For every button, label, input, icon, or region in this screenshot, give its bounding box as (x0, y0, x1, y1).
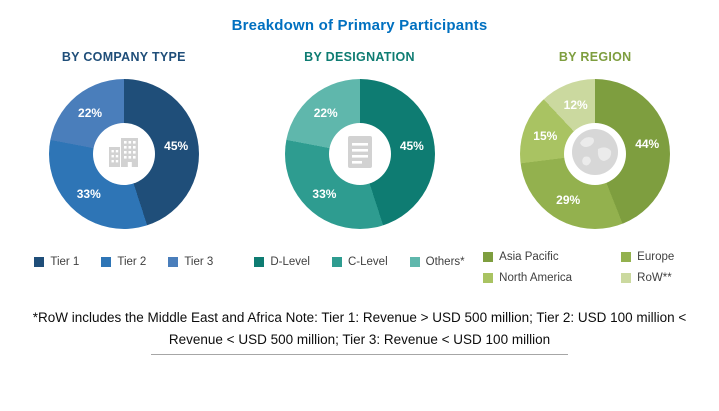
europe-label: Europe (637, 251, 675, 263)
slice-value-label: 45% (164, 138, 189, 153)
chart-title-company-type: BY COMPANY TYPE (61, 50, 186, 64)
legend-item-clevel: C-Level (332, 256, 388, 268)
slice-value-label: 22% (78, 106, 103, 121)
tier3-swatch (168, 257, 179, 267)
designation-donut: 45% 33% 22% (284, 79, 435, 229)
north-america-label: North America (499, 272, 573, 284)
charts-row: BY COMPANY TYPE (0, 50, 719, 284)
chart-designation: BY DESIGNATION 45% 33% 22% (242, 50, 478, 284)
legend-item-dlevel: D-Level (254, 256, 310, 268)
tier2-label: Tier 2 (117, 256, 147, 268)
legend-item-row: RoW** (621, 272, 707, 284)
company-type-donut: 45% 33% 22% (48, 79, 199, 229)
dlevel-label: D-Level (270, 256, 310, 268)
region-donut: 44% 29% 15% 12% (520, 79, 671, 229)
document-icon (343, 133, 377, 176)
others-label: Others* (425, 256, 465, 268)
tier1-label: Tier 1 (50, 256, 80, 268)
designation-legend: D-Level C-Level Others* (254, 256, 465, 268)
slice-value-label: 33% (76, 186, 101, 201)
page-title: Breakdown of Primary Participants (231, 17, 488, 34)
dlevel-swatch (254, 257, 265, 267)
legend-item-north-america: North America (483, 272, 611, 284)
slice-value-label: 33% (312, 186, 337, 201)
tier3-label: Tier 3 (184, 256, 214, 268)
donut-hole (564, 123, 627, 185)
legend-item-asia-pacific: Asia Pacific (483, 251, 611, 263)
row-label: RoW** (637, 272, 672, 284)
footnote-line-1: *RoW includes the Middle East and Africa… (32, 310, 687, 325)
globe-icon (570, 127, 620, 182)
others-swatch (409, 257, 420, 267)
slice-value-label: 22% (313, 106, 338, 121)
chart-company-type: BY COMPANY TYPE (6, 50, 242, 284)
slice-value-label: 45% (399, 138, 424, 153)
donut-hole (92, 123, 155, 185)
asia-pacific-swatch (483, 252, 494, 262)
legend-item-others: Others* (409, 256, 465, 268)
slice-value-label: 12% (563, 97, 588, 112)
clevel-label: C-Level (348, 256, 388, 268)
asia-pacific-label: Asia Pacific (499, 251, 559, 263)
company-type-legend: Tier 1 Tier 2 Tier 3 (34, 256, 213, 268)
slice-value-label: 29% (556, 192, 581, 207)
building-icon (105, 133, 143, 176)
donut-hole (328, 123, 391, 185)
legend-item-europe: Europe (621, 251, 707, 263)
clevel-swatch (332, 257, 342, 267)
slice-value-label: 15% (533, 129, 558, 144)
footnote-line-2: Revenue < USD 500 million; Tier 3: Reven… (150, 329, 569, 356)
chart-region: BY REGION 44% 29% 15% 12% A (477, 50, 713, 284)
legend-item-tier1: Tier 1 (34, 256, 79, 268)
footnote: *RoW includes the Middle East and Africa… (0, 307, 719, 356)
region-legend: Asia Pacific Europe North America RoW** (483, 251, 707, 284)
tier2-swatch (101, 257, 112, 267)
row-swatch (621, 273, 632, 283)
tier1-swatch (34, 257, 45, 267)
legend-item-tier3: Tier 3 (168, 256, 213, 268)
legend-item-tier2: Tier 2 (101, 256, 146, 268)
slice-value-label: 44% (635, 137, 660, 152)
north-america-swatch (483, 273, 494, 283)
chart-title-designation: BY DESIGNATION (304, 50, 415, 64)
europe-swatch (621, 252, 632, 262)
chart-title-region: BY REGION (558, 50, 632, 64)
